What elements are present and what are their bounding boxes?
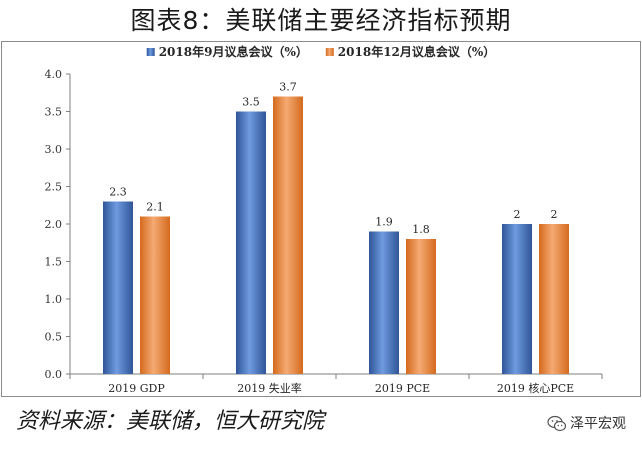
watermark-text: 泽平宏观 xyxy=(570,416,626,432)
value-label: 3.7 xyxy=(279,81,297,94)
y-axis: 0.0 0.5 1.0 1.5 2.0 2.5 3.0 3.5 4.0 xyxy=(45,68,71,381)
y-tick-label: 1.0 xyxy=(45,293,63,306)
bar-series-1 xyxy=(140,216,170,374)
bar-series-0 xyxy=(236,111,266,374)
value-label: 2 xyxy=(551,208,558,221)
legend-label: 2018年9月议息会议（%） xyxy=(159,44,308,59)
bar-series-0 xyxy=(103,201,133,374)
bar-series-1 xyxy=(539,224,569,374)
bar-series-1 xyxy=(406,239,436,374)
value-label: 1.8 xyxy=(412,223,430,236)
value-label: 3.5 xyxy=(242,96,260,109)
bar-series-0 xyxy=(369,231,399,374)
value-label: 2.3 xyxy=(109,186,127,199)
value-label: 1.9 xyxy=(375,216,393,229)
bar-series-1 xyxy=(273,96,303,374)
y-tick-label: 0.0 xyxy=(45,368,63,381)
y-tick-label: 4.0 xyxy=(45,68,63,81)
chart-frame: 2018年9月议息会议（%） 2018年12月议息会议（%） 0.0 0.5 1.0 1… xyxy=(1,41,641,397)
chart-title: 图表8：美联储主要经济指标预期 xyxy=(130,6,512,35)
bar-chart: 2018年9月议息会议（%） 2018年12月议息会议（%） 0.0 0.5 1.0 1… xyxy=(45,44,603,395)
y-tick-label: 2.0 xyxy=(45,218,63,231)
value-label: 2 xyxy=(514,208,521,221)
x-tick-label: 2019 核心PCE xyxy=(497,381,574,395)
y-tick-label: 1.5 xyxy=(45,256,63,269)
legend-label: 2018年12月议息会议（%） xyxy=(338,44,496,59)
x-tick-label: 2019 PCE xyxy=(375,382,430,395)
bars xyxy=(103,96,569,374)
legend: 2018年9月议息会议（%） 2018年12月议息会议（%） xyxy=(146,44,496,59)
x-tick-label: 2019 GDP xyxy=(108,382,165,395)
value-labels: 2.3 3.5 1.9 2 2.1 3.7 1.8 2 xyxy=(109,81,557,237)
legend-item: 2018年12月议息会议（%） xyxy=(325,44,496,59)
watermark: 泽平宏观 xyxy=(547,412,626,436)
y-tick-label: 2.5 xyxy=(45,181,63,194)
x-tick-label: 2019 失业率 xyxy=(237,381,302,395)
source-note: 资料来源：美联储，恒大研究院 xyxy=(16,409,325,434)
y-tick-label: 0.5 xyxy=(45,331,63,344)
y-tick-label: 3.0 xyxy=(45,143,63,156)
legend-item: 2018年9月议息会议（%） xyxy=(146,44,308,59)
wechat-icon xyxy=(547,415,567,433)
x-axis: 2019 GDP 2019 失业率 2019 PCE 2019 核心PCE xyxy=(69,373,603,395)
bar-series-0 xyxy=(502,224,532,374)
legend-swatch xyxy=(325,48,334,56)
y-tick-label: 3.5 xyxy=(45,106,63,119)
value-label: 2.1 xyxy=(146,201,164,214)
legend-swatch xyxy=(146,48,155,56)
